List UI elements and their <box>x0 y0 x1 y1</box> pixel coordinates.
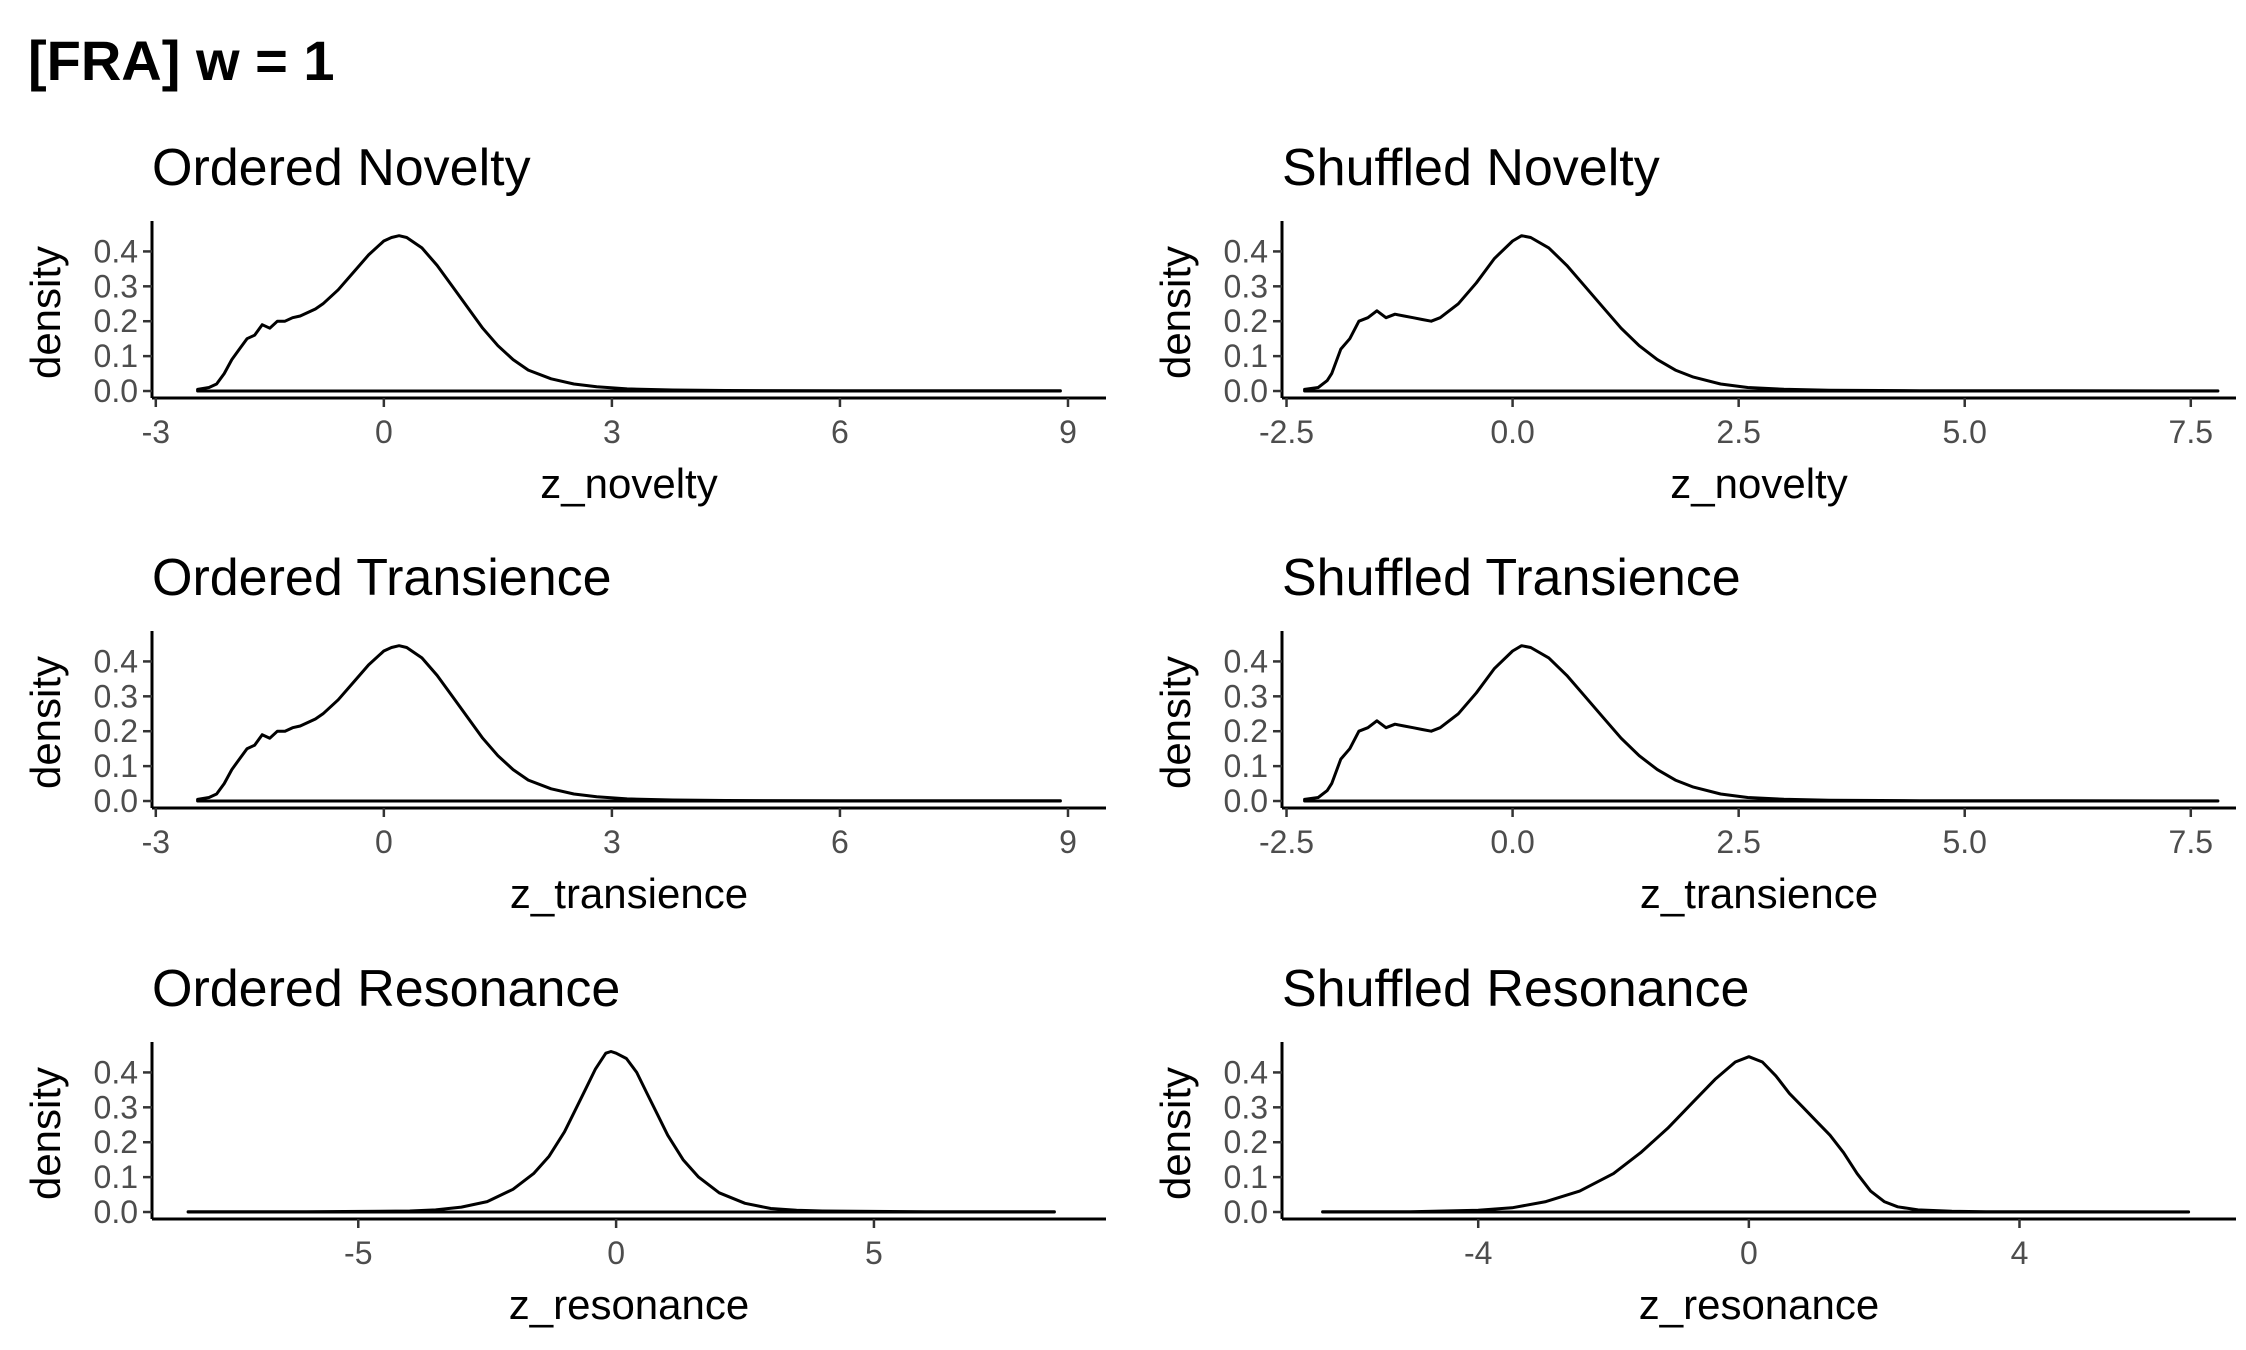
y-tick-label: 0.0 <box>94 1194 138 1230</box>
x-axis-label: z_transience <box>1640 870 1878 917</box>
x-tick-label: 0.0 <box>1490 824 1534 860</box>
x-tick-label: 9 <box>1059 414 1077 450</box>
y-axis-label: density <box>22 656 69 789</box>
y-tick-label: 0.1 <box>94 1159 138 1195</box>
x-tick-label: 5.0 <box>1942 824 1986 860</box>
y-tick-label: 0.1 <box>1224 1159 1268 1195</box>
x-tick-label: 7.5 <box>2169 414 2213 450</box>
y-tick-label: 0.0 <box>94 373 138 409</box>
panel-title: Shuffled Transience <box>1282 549 1741 607</box>
x-tick-label: -2.5 <box>1259 824 1314 860</box>
density-curve <box>1303 644 2220 803</box>
panel-title: Ordered Resonance <box>152 960 620 1018</box>
y-tick-label: 0.3 <box>94 268 138 304</box>
y-tick-label: 0.3 <box>1224 268 1268 304</box>
y-tick-label: 0.4 <box>1224 1054 1268 1090</box>
page-title: [FRA] w = 1 <box>28 29 335 92</box>
panel-3: Ordered Transience 0.00.10.20.30.4 -3 0 3 6 9 z… <box>22 549 1106 917</box>
y-tick-label: 0.3 <box>1224 1089 1268 1125</box>
y-axis-label: density <box>22 1067 69 1200</box>
x-axis-label: z_resonance <box>1639 1281 1880 1328</box>
panel-6: Shuffled Resonance 0.00.10.20.30.4 -4 0 4 z_r… <box>1152 960 2236 1328</box>
panel-title: Shuffled Resonance <box>1282 960 1749 1018</box>
y-tick-label: 0.0 <box>1224 373 1268 409</box>
y-axis-label: density <box>1152 656 1199 789</box>
x-tick-label: 0 <box>375 824 393 860</box>
y-tick-label: 0.1 <box>1224 748 1268 784</box>
x-axis-label: z_transience <box>510 870 748 917</box>
x-tick-label: 5.0 <box>1942 414 1986 450</box>
x-tick-label: -4 <box>1464 1235 1492 1271</box>
x-tick-label: 5 <box>865 1235 883 1271</box>
x-axis-label: z_novelty <box>1670 460 1847 507</box>
panel-1: Ordered Novelty 0.00.10.20.30.4 -3 0 3 6 9 z_no… <box>22 139 1106 507</box>
density-curve <box>196 644 1062 803</box>
x-tick-label: 0 <box>1740 1235 1758 1271</box>
x-tick-label: 2.5 <box>1716 414 1760 450</box>
x-tick-label: 0.0 <box>1490 414 1534 450</box>
y-axis-label: density <box>1152 1067 1199 1200</box>
density-curve <box>186 1050 1056 1214</box>
y-tick-label: 0.1 <box>1224 338 1268 374</box>
y-tick-label: 0.2 <box>1224 713 1268 749</box>
y-tick-label: 0.4 <box>94 1054 138 1090</box>
y-tick-label: 0.0 <box>94 783 138 819</box>
x-tick-label: 6 <box>831 414 849 450</box>
panel-title: Ordered Transience <box>152 549 612 607</box>
y-tick-label: 0.3 <box>94 678 138 714</box>
y-axis-label: density <box>1152 246 1199 379</box>
x-tick-label: 4 <box>2011 1235 2029 1271</box>
y-axis-label: density <box>22 246 69 379</box>
y-tick-label: 0.4 <box>94 643 138 679</box>
y-tick-label: 0.0 <box>1224 1194 1268 1230</box>
x-tick-label: 7.5 <box>2169 824 2213 860</box>
y-tick-label: 0.2 <box>94 713 138 749</box>
panel-5: Ordered Resonance 0.00.10.20.30.4 -5 0 5 z_re… <box>22 960 1106 1328</box>
y-tick-label: 0.2 <box>1224 303 1268 339</box>
x-tick-label: 3 <box>603 824 621 860</box>
x-axis-label: z_novelty <box>540 460 717 507</box>
density-curve <box>1303 234 2220 393</box>
y-tick-label: 0.1 <box>94 338 138 374</box>
y-tick-label: 0.4 <box>94 233 138 269</box>
x-tick-label: -2.5 <box>1259 414 1314 450</box>
y-tick-label: 0.3 <box>94 1089 138 1125</box>
y-tick-label: 0.2 <box>94 1124 138 1160</box>
y-tick-label: 0.2 <box>94 303 138 339</box>
y-tick-label: 0.3 <box>1224 678 1268 714</box>
y-tick-label: 0.4 <box>1224 233 1268 269</box>
x-tick-label: -3 <box>142 414 170 450</box>
x-tick-label: 6 <box>831 824 849 860</box>
x-axis-label: z_resonance <box>509 1281 750 1328</box>
y-tick-label: 0.4 <box>1224 643 1268 679</box>
x-tick-label: 2.5 <box>1716 824 1760 860</box>
x-tick-label: -3 <box>142 824 170 860</box>
panel-title: Ordered Novelty <box>152 139 531 197</box>
x-tick-label: 9 <box>1059 824 1077 860</box>
panel-title: Shuffled Novelty <box>1282 139 1660 197</box>
y-tick-label: 0.0 <box>1224 783 1268 819</box>
x-tick-label: 3 <box>603 414 621 450</box>
y-tick-label: 0.1 <box>94 748 138 784</box>
density-curve <box>1321 1055 2191 1214</box>
x-tick-label: 0 <box>607 1235 625 1271</box>
y-tick-label: 0.2 <box>1224 1124 1268 1160</box>
density-curve <box>196 234 1062 393</box>
x-tick-label: 0 <box>375 414 393 450</box>
x-tick-label: -5 <box>344 1235 372 1271</box>
